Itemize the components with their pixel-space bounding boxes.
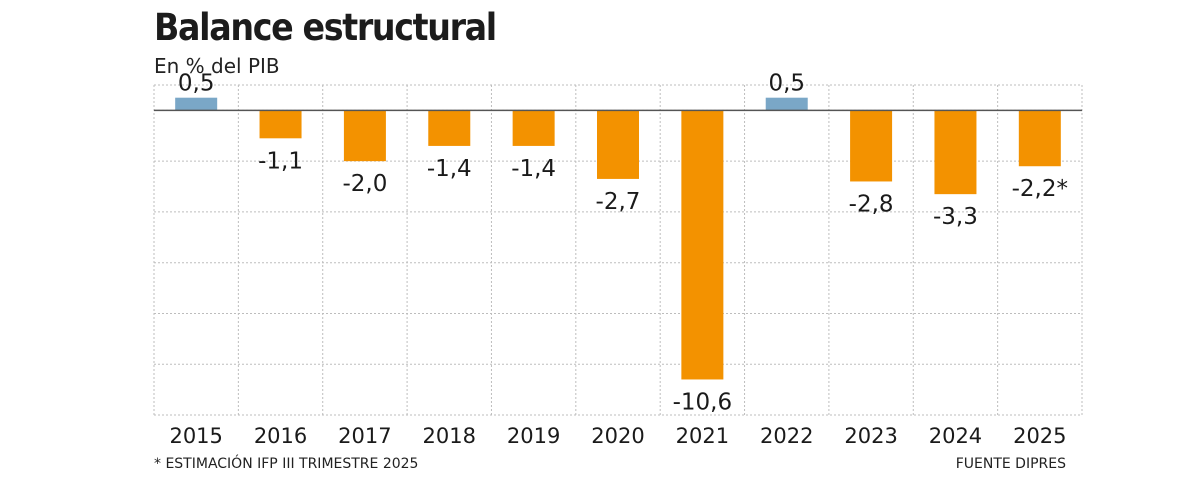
bar-2019 — [512, 110, 555, 146]
value-label-2020: -2,7 — [596, 189, 641, 215]
bar-2023 — [850, 110, 893, 182]
bar-2017 — [343, 110, 386, 162]
x-tick-label-2016: 2016 — [254, 424, 307, 448]
footnote: * ESTIMACIÓN IFP III TRIMESTRE 2025 — [154, 456, 419, 472]
bar-2025 — [1018, 110, 1061, 167]
value-label-2025: -2,2* — [1012, 176, 1068, 202]
x-tick-label-2022: 2022 — [760, 424, 813, 448]
x-tick-label-2019: 2019 — [507, 424, 560, 448]
x-tick-label-2021: 2021 — [676, 424, 729, 448]
x-tick-label-2017: 2017 — [338, 424, 391, 448]
bar-2022 — [765, 97, 808, 111]
x-tick-label-2020: 2020 — [591, 424, 644, 448]
chart-subtitle: En % del PIB — [154, 54, 280, 78]
bar-2016 — [259, 110, 302, 139]
x-tick-label-2025: 2025 — [1013, 424, 1066, 448]
chart-title: Balance estructural — [154, 6, 497, 49]
x-tick-label-2015: 2015 — [169, 424, 222, 448]
bar-2018 — [428, 110, 471, 146]
value-label-2022: 0,5 — [768, 71, 805, 97]
value-label-2023: -2,8 — [849, 191, 894, 217]
value-label-2019: -1,4 — [511, 156, 556, 182]
value-label-2021: -10,6 — [673, 389, 733, 415]
value-label-2016: -1,1 — [258, 148, 303, 174]
source-note: FUENTE DIPRES — [955, 456, 1066, 472]
value-label-2024: -3,3 — [933, 204, 978, 230]
x-tick-label-2018: 2018 — [423, 424, 476, 448]
value-label-2018: -1,4 — [427, 156, 472, 182]
value-label-2017: -2,0 — [342, 171, 387, 197]
bar-2021 — [681, 110, 724, 380]
bar-2020 — [597, 110, 639, 179]
bar-2015 — [175, 97, 218, 111]
value-label-2015: 0,5 — [178, 71, 215, 97]
x-tick-label-2024: 2024 — [929, 424, 982, 448]
bar-2024 — [934, 110, 977, 195]
x-tick-label-2023: 2023 — [844, 424, 897, 448]
